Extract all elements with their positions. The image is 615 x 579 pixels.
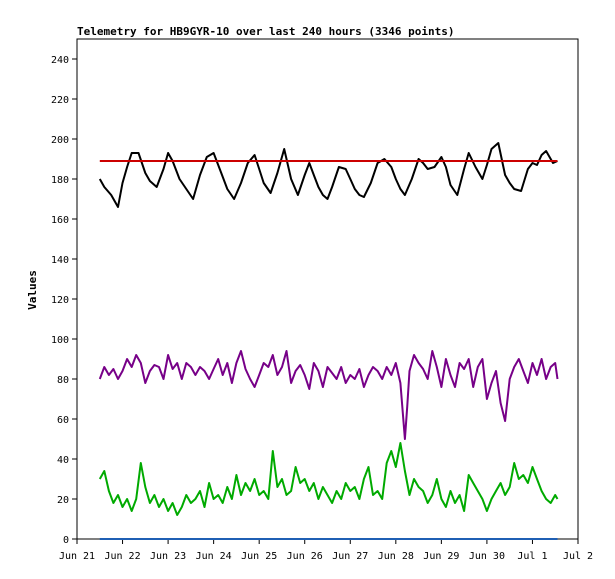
x-tick-label: Jun 23	[150, 551, 186, 562]
x-tick-label: Jun 22	[104, 551, 140, 562]
y-axis-label: Values	[26, 270, 39, 310]
x-tick-label: Jul 1	[517, 551, 547, 562]
y-axis: 0 20 40 60 80 100 120 140 160 180 200 220 240	[51, 55, 77, 546]
x-tick-label: Jun 29	[423, 551, 459, 562]
x-tick-label: Jun 21	[59, 551, 95, 562]
series-layer	[98, 142, 559, 540]
y-tick-label: 180	[51, 175, 69, 186]
y-tick-label: 140	[51, 255, 69, 266]
y-tick-label: 220	[51, 95, 69, 106]
x-tick-label: Jun 26	[287, 551, 323, 562]
x-axis: Jun 21 Jun 22 Jun 23 Jun 24 Jun 25 Jun 26 Jun …	[59, 539, 593, 562]
y-tick-label: 40	[57, 455, 69, 466]
series-line-0	[98, 142, 558, 208]
y-tick-label: 80	[57, 375, 69, 386]
plot-area	[76, 38, 579, 540]
y-tick-label: 240	[51, 55, 69, 66]
series-line-3	[98, 442, 559, 516]
x-tick-label: Jun 30	[469, 551, 505, 562]
series-line-2	[98, 350, 559, 440]
y-tick-label: 20	[57, 495, 69, 506]
x-tick-label: Jun 25	[241, 551, 277, 562]
y-tick-label: 200	[51, 135, 69, 146]
x-tick-label: Jun 28	[378, 551, 414, 562]
chart-title: Telemetry for HB9GYR-10 over last 240 ho…	[77, 25, 455, 38]
y-tick-label: 0	[63, 535, 69, 546]
y-tick-label: 60	[57, 415, 69, 426]
x-tick-label: Jul 2	[563, 551, 593, 562]
y-tick-label: 100	[51, 335, 69, 346]
y-tick-label: 160	[51, 215, 69, 226]
y-tick-label: 120	[51, 295, 69, 306]
x-tick-label: Jun 27	[332, 551, 368, 562]
x-tick-label: Jun 24	[196, 551, 232, 562]
